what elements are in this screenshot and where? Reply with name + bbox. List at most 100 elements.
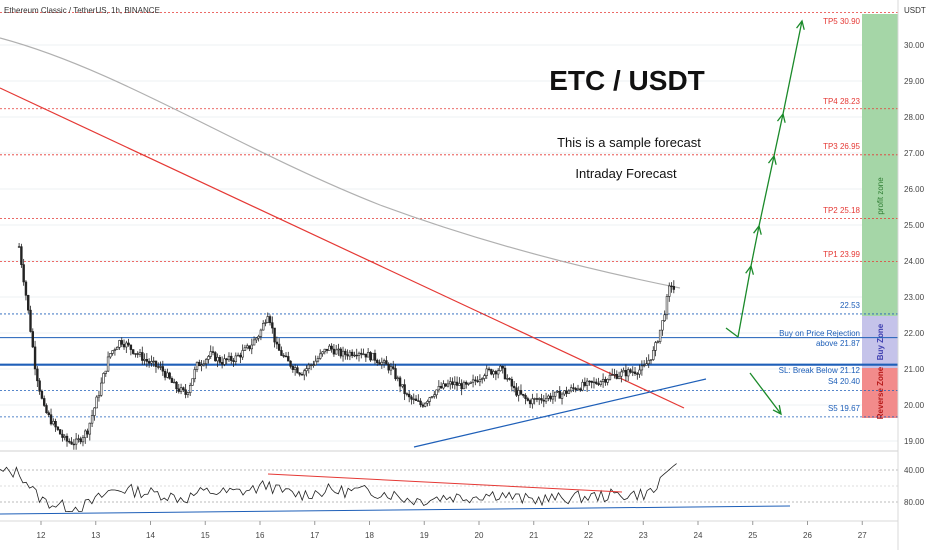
buy-zone-label: Buy Zone [876, 323, 885, 360]
forecast-arrow-1 [737, 265, 752, 338]
candle-body-51 [134, 353, 137, 355]
candle-body-267 [626, 369, 630, 377]
y-tick-3: 22.00 [904, 329, 925, 338]
candle-body-117 [284, 355, 288, 358]
y-tick-8: 27.00 [904, 149, 925, 158]
x-tick-5: 17 [310, 531, 319, 540]
candle-body-98 [241, 350, 244, 358]
tp4-label: TP4 28.23 [823, 97, 860, 106]
candle-body-256 [601, 378, 605, 382]
candle-body-135 [325, 348, 329, 351]
candle-body-172 [410, 396, 413, 400]
candle-body-38 [104, 370, 107, 374]
s5-label: S5 19.67 [828, 404, 861, 413]
forecast-arrow-5 [782, 20, 803, 115]
candle-body-179 [426, 401, 429, 404]
candle-body-234 [551, 395, 555, 400]
candle-body-6 [31, 331, 34, 348]
candle-body-41 [111, 350, 114, 354]
candle-body-66 [168, 372, 171, 379]
candle-body-82 [204, 359, 208, 365]
candle-body-72 [182, 387, 185, 391]
forecast-arrow-3 [758, 155, 775, 227]
candle-body-159 [380, 361, 384, 365]
x-tick-12: 24 [694, 531, 703, 540]
candle-body-115 [280, 350, 283, 356]
candle-body-259 [608, 374, 612, 380]
candle-body-231 [544, 397, 548, 402]
candle-body-266 [624, 369, 628, 377]
candle-body-286 [670, 285, 673, 288]
candle-body-50 [131, 349, 135, 354]
candle-body-137 [330, 345, 333, 350]
candle-body-255 [599, 381, 603, 385]
candle-body-226 [533, 398, 536, 400]
candle-body-274 [642, 364, 646, 367]
candle-body-59 [152, 360, 155, 363]
candle-body-282 [661, 320, 664, 331]
candle-body-142 [341, 350, 345, 357]
candle-body-45 [120, 340, 123, 345]
candle-body-34 [95, 396, 98, 409]
candle-body-249 [585, 380, 589, 386]
candle-body-195 [462, 381, 466, 390]
x-tick-6: 18 [365, 531, 374, 540]
buy-label-2: above 21.87 [816, 339, 861, 348]
candle-body-153 [366, 351, 370, 358]
candle-body-243 [572, 387, 575, 389]
candle-body-240 [565, 390, 568, 394]
y-tick-7: 26.00 [904, 185, 925, 194]
candle-body-71 [179, 387, 183, 392]
x-tick-1: 13 [91, 531, 100, 540]
x-tick-11: 23 [639, 531, 648, 540]
candle-body-148 [355, 354, 358, 357]
rsi-tick-1: 80.00 [904, 498, 925, 507]
candle-body-161 [385, 360, 388, 365]
candle-body-14 [49, 414, 53, 425]
candle-body-194 [460, 383, 463, 390]
candle-body-22 [68, 440, 71, 443]
forecast-arrowhead-5 [796, 19, 805, 30]
candle-body-222 [524, 395, 527, 399]
candle-body-171 [407, 393, 411, 398]
candle-body-78 [195, 361, 199, 370]
x-tick-8: 20 [475, 531, 484, 540]
candle-body-58 [150, 361, 153, 364]
candle-body-178 [423, 402, 427, 407]
candle-body-106 [259, 329, 263, 337]
candle-body-26 [77, 438, 80, 440]
candle-body-76 [191, 378, 194, 386]
candle-body-223 [526, 398, 530, 401]
candle-body-173 [412, 398, 415, 401]
candle-body-212 [501, 365, 504, 369]
candle-body-264 [620, 371, 623, 377]
candle-body-36 [100, 382, 103, 396]
candle-body-134 [323, 348, 326, 353]
candle-body-190 [451, 381, 454, 386]
candle-body-30 [86, 430, 89, 435]
candle-body-183 [435, 389, 438, 396]
candle-body-15 [52, 421, 55, 425]
candle-body-35 [97, 394, 101, 398]
reverse-zone [862, 368, 898, 418]
candle-body-269 [631, 371, 634, 373]
candle-body-180 [428, 397, 431, 402]
candle-body-136 [328, 345, 331, 351]
y-tick-9: 28.00 [904, 113, 925, 122]
candle-body-96 [236, 354, 240, 357]
candle-body-272 [638, 369, 641, 375]
profit-zone-label: profit zone [876, 177, 885, 215]
candle-body-75 [188, 385, 192, 393]
candle-body-211 [499, 365, 502, 372]
candle-body-187 [444, 383, 447, 387]
candle-body-57 [147, 361, 151, 364]
forecast-arrows [725, 19, 805, 416]
candle-body-209 [494, 371, 498, 375]
candle-body-77 [193, 369, 196, 380]
candle-body-84 [209, 351, 212, 357]
candle-body-268 [629, 369, 632, 373]
candle-body-8 [36, 368, 39, 382]
candle-body-100 [246, 345, 249, 349]
tp3-label: TP3 26.95 [823, 142, 860, 151]
y-tick-4: 23.00 [904, 293, 925, 302]
